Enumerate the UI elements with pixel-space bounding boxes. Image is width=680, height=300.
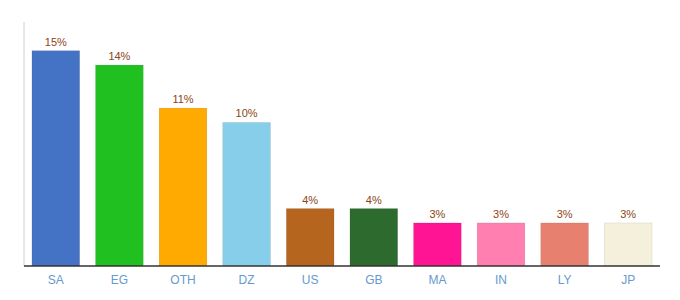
bar (350, 209, 398, 266)
data-label: 15% (45, 36, 67, 48)
bars (32, 51, 652, 266)
x-tick-label: US (302, 273, 319, 287)
bar (477, 223, 525, 266)
data-label: 10% (236, 107, 258, 119)
x-tick-label: IN (495, 273, 507, 287)
data-label: 14% (108, 50, 130, 62)
bar (96, 65, 144, 266)
data-label: 3% (620, 208, 636, 220)
chart: SA EG OTH DZ US GB MA IN LY JP 15% 14% 11% 10% 4% 4% 3% 3… (0, 0, 680, 300)
x-tick-label: DZ (239, 273, 255, 287)
y-axis-line (24, 22, 25, 266)
data-label: 11% (172, 93, 193, 105)
bar (223, 122, 271, 266)
bar (159, 108, 207, 266)
bar (604, 223, 652, 266)
data-label: 3% (557, 208, 573, 220)
chart-container: SA EG OTH DZ US GB MA IN LY JP 15% 14% 11% 10% 4% 4% 3% 3… (0, 0, 680, 300)
bar (286, 209, 334, 266)
x-tick-label: GB (365, 273, 382, 287)
data-label: 3% (493, 208, 509, 220)
x-tick-label: JP (621, 273, 635, 287)
x-tick-label: SA (48, 273, 64, 287)
bar (541, 223, 589, 266)
data-label: 4% (366, 194, 382, 206)
x-axis-line (24, 265, 660, 267)
x-tick-label: EG (111, 273, 128, 287)
data-label: 4% (302, 194, 318, 206)
bar (414, 223, 462, 266)
x-tick-label: OTH (170, 273, 195, 287)
x-tick-label: MA (428, 273, 446, 287)
x-tick-label: LY (558, 273, 572, 287)
data-label: 3% (429, 208, 445, 220)
bar (32, 51, 80, 266)
